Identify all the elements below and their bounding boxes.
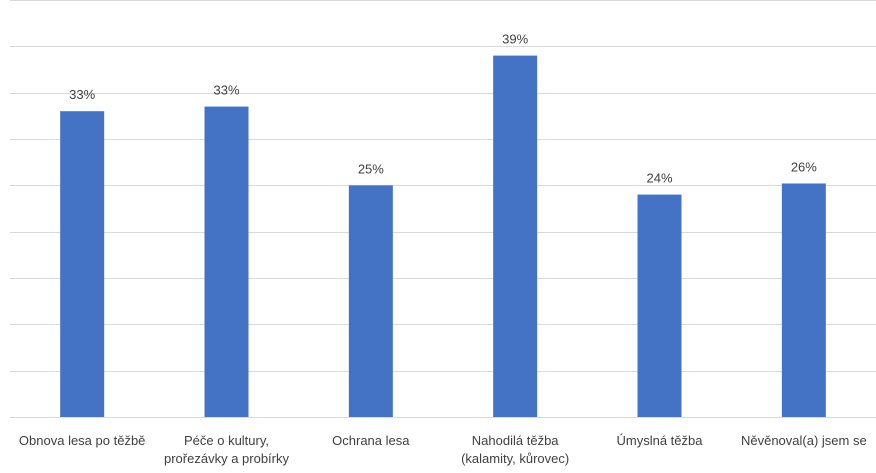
data-label: 33% bbox=[213, 83, 239, 98]
category-label-line: Obnova lesa po těžbě bbox=[19, 433, 145, 448]
category-label-line: Ochrana lesa bbox=[332, 433, 410, 448]
category-label: Péče o kultury, prořezávky a probírky bbox=[164, 433, 289, 466]
category-label: Obnova lesa po těžbě bbox=[19, 433, 145, 448]
bar bbox=[60, 111, 105, 417]
data-label: 24% bbox=[646, 171, 672, 186]
category-label-line: Úmyslná těžba bbox=[617, 433, 704, 448]
category-label: Ochrana lesa bbox=[332, 433, 410, 448]
data-label: 26% bbox=[791, 159, 817, 174]
category-label-line: (kalamity, kůrovec) bbox=[461, 451, 569, 466]
data-label: 33% bbox=[69, 87, 95, 102]
data-label: 25% bbox=[358, 161, 384, 176]
category-label: Něvěnoval(a) jsem se bbox=[741, 433, 867, 448]
bar bbox=[781, 183, 826, 417]
category-label: Úmyslná těžba bbox=[617, 433, 704, 448]
bar bbox=[204, 106, 249, 418]
data-label: 39% bbox=[502, 32, 528, 47]
category-label-line: Nahodilá těžba bbox=[472, 433, 559, 448]
category-label-line: Něvěnoval(a) jsem se bbox=[741, 433, 867, 448]
category-label-line: Péče o kultury, bbox=[184, 433, 269, 448]
category-label: Nahodilá těžba (kalamity, kůrovec) bbox=[461, 433, 569, 466]
bar bbox=[348, 185, 393, 417]
bar bbox=[493, 55, 538, 417]
bar bbox=[637, 194, 682, 417]
category-label-line: prořezávky a probírky bbox=[164, 451, 289, 466]
